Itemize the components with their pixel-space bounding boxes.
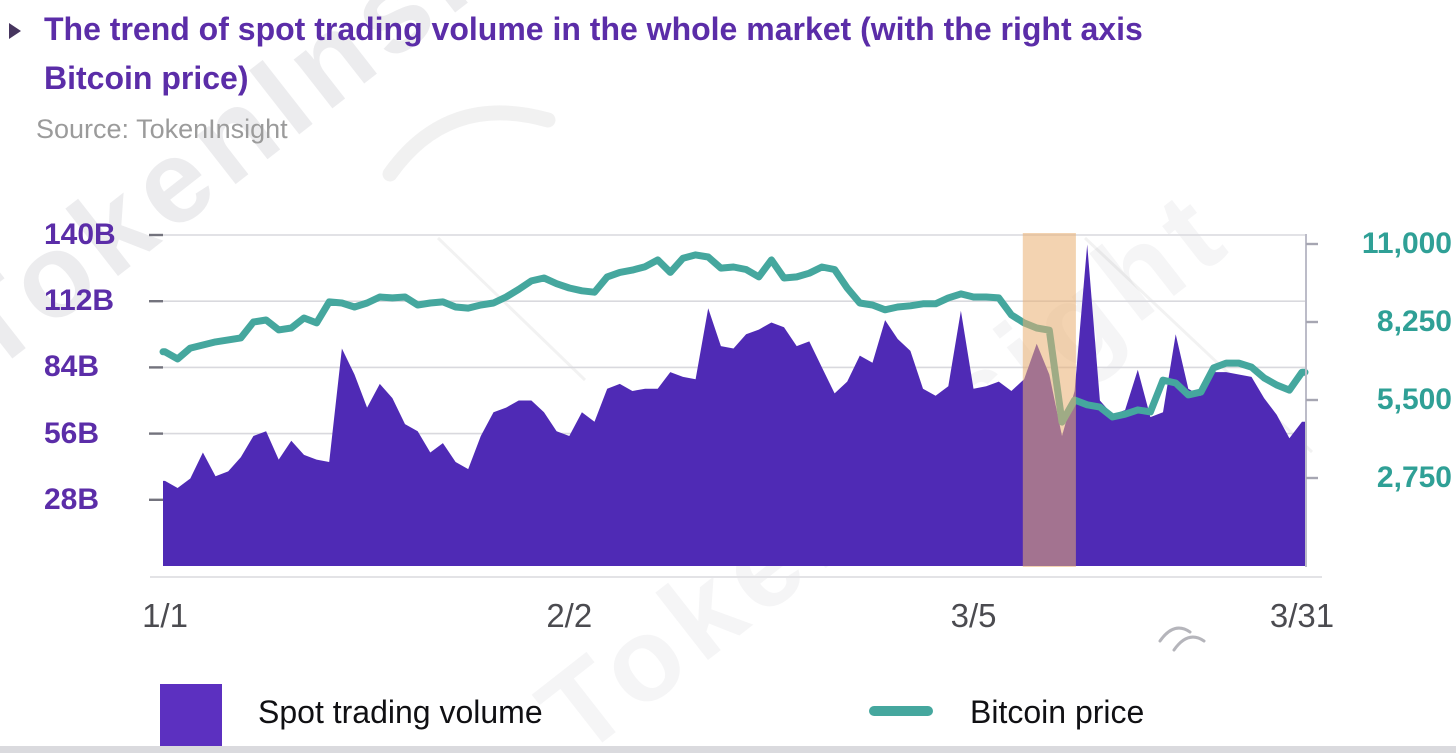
legend-swatch-volume	[160, 684, 222, 747]
y-left-tick-84b: 84B	[44, 350, 100, 384]
watermark-swoosh	[382, 105, 556, 182]
page-title: The trend of spot trading volume in the …	[44, 5, 1424, 103]
x-tick-mar31: 3/31	[1269, 597, 1335, 634]
y-left-tick-112b: 112B	[44, 284, 115, 318]
x-tick-mar5: 3/5	[950, 597, 997, 634]
legend-swatch-price-line	[869, 706, 933, 716]
legend-label-volume: Spot trading volume	[258, 694, 543, 730]
watermark-line	[436, 236, 587, 382]
bottom-edge-strip	[0, 746, 1456, 753]
title-line-1: The trend of spot trading volume in the …	[44, 11, 1143, 47]
y-right-tick-11000: 11,000	[1361, 227, 1452, 260]
y-left-tick-28b: 28B	[44, 482, 100, 516]
legend-label-price: Bitcoin price	[970, 694, 1145, 730]
y-right-tick-5500: 5,500	[1376, 383, 1452, 416]
x-tick-feb2: 2/2	[546, 597, 593, 634]
price-line-series	[159, 251, 1309, 426]
volume-area-series	[163, 244, 1305, 566]
source-caption: Source: TokenInsight	[36, 114, 288, 144]
title-bullet-icon	[9, 23, 21, 39]
title-line-2: Bitcoin price)	[44, 60, 249, 96]
y-left-tick-56b: 56B	[44, 416, 100, 450]
watermark-logo-mark	[1158, 626, 1206, 652]
x-tick-jan1: 1/1	[142, 597, 188, 634]
y-right-tick-8250: 8,250	[1376, 305, 1452, 338]
y-left-tick-140b: 140B	[44, 218, 116, 251]
highlight-band	[1022, 233, 1076, 567]
y-right-tick-2750: 2,750	[1376, 461, 1452, 494]
